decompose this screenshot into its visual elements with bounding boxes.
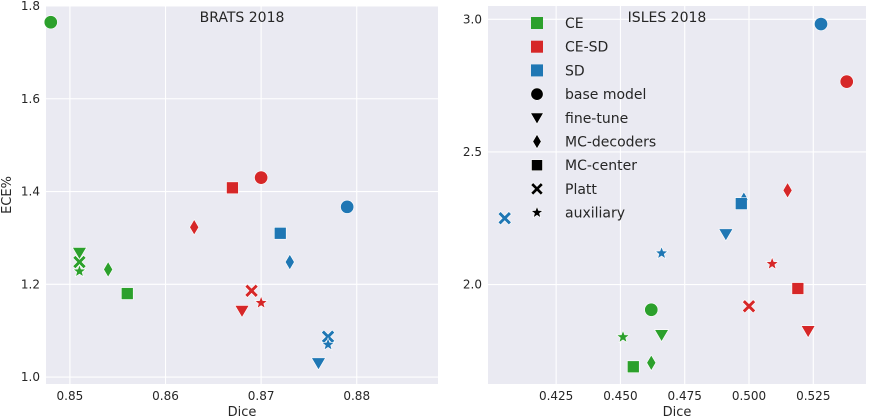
brats-grid <box>46 5 438 384</box>
x-tick-label: 0.450 <box>603 389 637 403</box>
x-tick-label: 0.525 <box>796 389 830 403</box>
legend: CE CE-SD SD base model fine-tune MC-decoders M… <box>529 16 656 222</box>
legend-label: MC-decoders <box>565 135 656 151</box>
x-tick-label: 0.88 <box>343 389 370 403</box>
isles-markers <box>497 17 854 374</box>
y-tick-label: 1.8 <box>21 0 40 13</box>
brats-title: BRATS 2018 <box>200 10 285 26</box>
marker-ce-auxiliary <box>615 329 631 344</box>
marker-ce-auxiliary <box>72 263 87 278</box>
marker-ce-base-model <box>644 302 659 317</box>
legend-swatch-ce-sd <box>531 40 543 53</box>
marker-ce-sd-mc-center <box>791 282 805 295</box>
legend-swatch-sd <box>531 64 543 77</box>
isles-x-axis-label: Dice <box>663 405 692 420</box>
legend-label: SD <box>565 63 585 79</box>
marker-ce-sd-mc-center <box>226 181 239 195</box>
y-tick-label: 1.0 <box>21 370 40 384</box>
y-tick-label: 3.0 <box>463 12 482 26</box>
x-tick-label: 0.475 <box>668 389 702 403</box>
marker-sd-base-model <box>814 17 828 31</box>
legend-marker-auxiliary <box>530 205 544 219</box>
marker-ce-sd-fine-tune <box>234 305 250 318</box>
legend-marker-mc-decoders <box>532 133 542 150</box>
brats-y-axis-label: ECE% <box>0 176 15 214</box>
marker-ce-sd-fine-tune <box>800 325 816 339</box>
legend-swatch-ce <box>531 17 543 29</box>
brats-markers <box>43 15 355 371</box>
marker-ce-sd-base-model <box>839 74 854 89</box>
x-tick-label: 0.86 <box>152 389 179 403</box>
y-tick-label: 1.4 <box>21 185 40 199</box>
x-tick-label: 0.425 <box>539 389 573 403</box>
marker-ce-sd-platt <box>244 283 259 298</box>
legend-marker-platt <box>530 182 544 196</box>
marker-sd-mc-center <box>735 197 748 210</box>
marker-ce-mc-decoders <box>646 354 657 372</box>
marker-ce-sd-auxiliary <box>765 256 780 270</box>
legend-label: MC-center <box>565 158 637 174</box>
brats-panel: 0.85 0.86 0.87 0.88 1.0 1.2 1.4 1.6 1.8 BRATS 2… <box>0 0 438 420</box>
brats-y-ticks: 1.0 1.2 1.4 1.6 1.8 <box>21 0 40 384</box>
marker-sd-base-model <box>340 199 355 214</box>
marker-sd-mc-center <box>273 227 287 240</box>
y-tick-label: 2.5 <box>463 145 482 159</box>
marker-sd-fine-tune <box>718 228 734 242</box>
marker-ce-mc-center <box>627 360 640 374</box>
marker-ce-platt <box>72 254 87 270</box>
isles-x-ticks: 0.425 0.450 0.475 0.500 0.525 <box>539 389 831 403</box>
brats-plot-area <box>46 6 438 384</box>
legend-label: Platt <box>565 182 597 198</box>
marker-ce-fine-tune <box>71 247 87 260</box>
marker-ce-sd-auxiliary <box>253 295 269 309</box>
legend-label: base model <box>565 87 646 103</box>
x-tick-label: 0.87 <box>248 389 275 403</box>
marker-ce-sd-mc-decoders <box>782 182 793 199</box>
marker-sd-mc-decoders <box>284 253 295 271</box>
brats-x-ticks: 0.85 0.86 0.87 0.88 <box>57 389 371 403</box>
legend-label: CE <box>565 16 584 32</box>
marker-ce-sd-platt <box>741 299 757 314</box>
brats-x-axis-label: Dice <box>228 405 257 420</box>
marker-ce-fine-tune <box>654 329 670 343</box>
marker-sd-fine-tune <box>310 357 327 371</box>
marker-ce-sd-base-model <box>254 170 269 185</box>
x-tick-label: 0.85 <box>57 389 84 403</box>
marker-sd-auxiliary <box>654 245 669 260</box>
marker-sd-platt <box>497 211 512 226</box>
x-tick-label: 0.500 <box>732 389 766 403</box>
legend-marker-base-model <box>530 87 544 101</box>
isles-panel: 0.425 0.450 0.475 0.500 0.525 2.0 2.5 3.0 ISLE… <box>463 6 866 420</box>
legend-marker-fine-tune <box>529 112 545 125</box>
marker-ce-sd-mc-decoders <box>189 218 200 236</box>
legend-label: auxiliary <box>565 206 625 222</box>
y-tick-label: 1.2 <box>21 277 40 291</box>
isles-y-ticks: 2.0 2.5 3.0 <box>463 12 482 291</box>
y-tick-label: 1.6 <box>21 92 40 106</box>
marker-ce-mc-center <box>121 287 134 300</box>
legend-label: CE-SD <box>565 40 608 56</box>
marker-ce-base-model <box>43 15 58 30</box>
isles-title: ISLES 2018 <box>628 10 707 26</box>
legend-marker-mc-center <box>531 159 543 172</box>
isles-plot-area <box>488 6 866 384</box>
y-tick-label: 2.0 <box>463 278 482 292</box>
legend-label: fine-tune <box>565 111 628 127</box>
marker-ce-mc-decoders <box>103 261 114 278</box>
marker-sd-auxiliary <box>320 337 336 351</box>
